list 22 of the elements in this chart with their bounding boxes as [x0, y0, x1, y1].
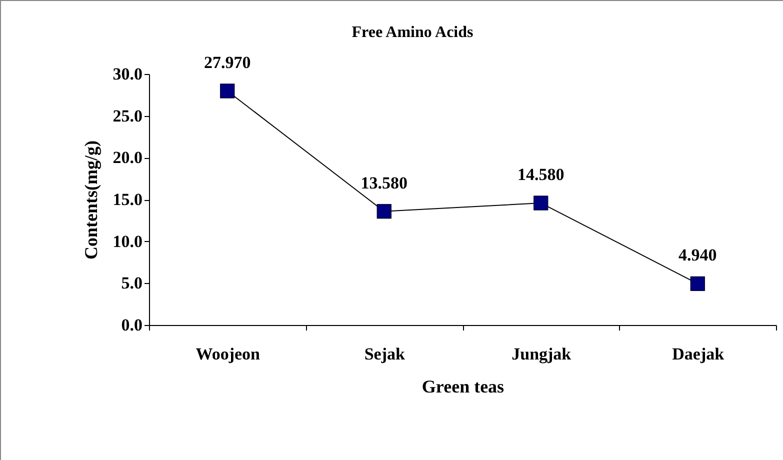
x-tick-label: Sejak: [364, 344, 406, 364]
point: [690, 276, 705, 291]
y-tick-label: 25.0: [112, 106, 142, 126]
y-tick-label: 10.0: [112, 232, 142, 251]
x-tick-label: Jungjak: [512, 344, 572, 364]
data-label: 27.970: [204, 52, 251, 72]
y-tick-label: 30.0: [112, 64, 142, 84]
point: [376, 204, 392, 219]
x-tick-label: Daejak: [672, 344, 725, 364]
x-axis-title: Green teas: [422, 376, 504, 396]
y-tick-label: 20.0: [112, 148, 142, 168]
y-axis-title: Contents(mg/g): [80, 140, 101, 260]
y-tick-label: 0.0: [121, 316, 142, 334]
data-label: 4.940: [678, 246, 717, 265]
y-tick-label: 15.0: [112, 190, 142, 209]
y-tick-label: 5.0: [121, 274, 142, 293]
data-label: 13.580: [360, 173, 408, 192]
data-label: 14.580: [518, 165, 564, 184]
point: [534, 196, 548, 210]
x-tick-label: Woojeon: [196, 344, 261, 364]
point: [220, 84, 235, 98]
chart-title: Free Amino Acids: [352, 24, 474, 41]
